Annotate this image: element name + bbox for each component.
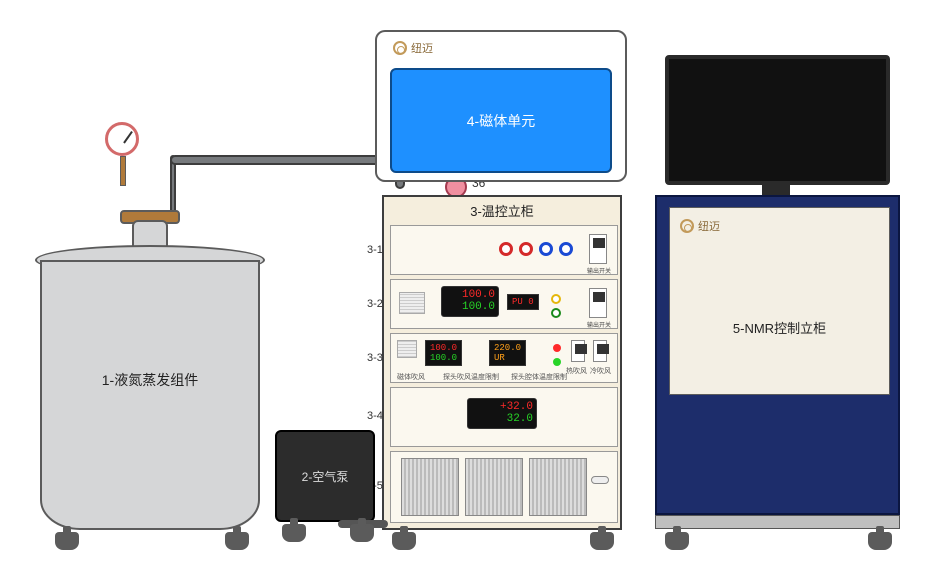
temperature-cabinet: 3-温控立柜 3-1 输出开关 3-2 100.0 100.0 PU 0 xyxy=(382,195,622,530)
cabinet-row-1: 3-1 输出开关 xyxy=(390,225,618,275)
jack-green-icon xyxy=(551,308,561,318)
toggle-switch xyxy=(589,288,607,318)
pid-display: 100.0 100.0 xyxy=(441,286,499,317)
brand-logo-magnet: 纽迈 xyxy=(393,40,433,56)
brand-text: 纽迈 xyxy=(411,40,433,56)
cabinet-title: 3-温控立柜 xyxy=(384,201,620,220)
cabinet-row-3: 3-3 100.0 100.0 220.0 UR 磁体吹风 探头吹风温度限制 探… xyxy=(390,333,618,383)
jack-red-icon xyxy=(499,242,513,256)
pid-display: +32.0 32.0 xyxy=(467,398,537,429)
magnet-label: 4-磁体单元 xyxy=(467,111,535,131)
cabinet-row-2: 3-2 100.0 100.0 PU 0 输出开关 xyxy=(390,279,618,329)
readout-bot: 100.0 xyxy=(445,302,495,314)
row-label: 3-4 xyxy=(367,410,383,422)
monitor-screen xyxy=(665,55,890,185)
dewar-assembly: 1-液氮蒸发组件 xyxy=(40,200,260,530)
vent-fans xyxy=(401,458,587,516)
nmr-label: 5-NMR控制立柜 xyxy=(733,318,826,337)
foot-icon xyxy=(55,532,79,550)
speaker-grille-icon xyxy=(399,292,425,314)
row-label: 3-2 xyxy=(367,298,383,310)
foot-icon xyxy=(590,532,614,550)
foot-icon xyxy=(665,532,689,550)
jack-yellow-icon xyxy=(551,294,561,304)
logo-icon xyxy=(680,219,694,233)
magnet-unit: 4-磁体单元 xyxy=(390,68,612,173)
toggle-switch xyxy=(593,340,607,362)
nmr-cabinet: 5-NMR控制立柜 xyxy=(655,195,900,515)
brand-logo-nmr: 纽迈 xyxy=(680,218,720,234)
dewar-label: 1-液氮蒸发组件 xyxy=(40,370,260,390)
diagram-stage: 36 1-液氮蒸发组件 纽迈 4-磁体单元 3-温控立柜 3-1 xyxy=(0,0,929,570)
mini-display: 100.0 100.0 xyxy=(425,340,462,366)
led-green-icon xyxy=(553,358,561,366)
tiny-label: 磁体吹风 xyxy=(397,372,425,382)
readout-top: 100.0 xyxy=(430,343,457,353)
toggle-switch xyxy=(571,340,585,362)
fan-vent-icon xyxy=(401,458,459,516)
readout-bot: 32.0 xyxy=(471,414,533,426)
pipe-segment xyxy=(170,155,400,165)
gauge-stem xyxy=(120,156,126,186)
toggle-switch xyxy=(589,234,607,264)
brand-text: 纽迈 xyxy=(698,218,720,234)
logo-icon xyxy=(393,41,407,55)
led-red-icon xyxy=(553,344,561,352)
row-label: 3-1 xyxy=(367,244,383,256)
foot-icon xyxy=(225,532,249,550)
dewar-body xyxy=(40,260,260,530)
foot-icon xyxy=(282,524,306,542)
speaker-grille-icon xyxy=(397,340,417,358)
readout-top: 220.0 xyxy=(494,343,521,353)
foot-icon xyxy=(392,532,416,550)
aux-display: PU 0 xyxy=(507,294,539,310)
fan-vent-icon xyxy=(465,458,523,516)
jack-blue-icon xyxy=(539,242,553,256)
readout-top: +32.0 xyxy=(471,402,533,414)
switch-label: 冷吹风 xyxy=(590,366,611,376)
tiny-label: 探头腔体温度限制 xyxy=(511,372,567,382)
air-pump: 2-空气泵 xyxy=(275,430,375,522)
jack-blue-icon xyxy=(559,242,573,256)
readout-top: 100.0 xyxy=(445,290,495,302)
row-label: 3-3 xyxy=(367,352,383,364)
nmr-base-plate xyxy=(655,515,900,529)
port-icon xyxy=(591,476,609,484)
tiny-label: 探头吹风温度限制 xyxy=(443,372,499,382)
switch-label: 输出开关 xyxy=(587,266,611,275)
jack-group xyxy=(499,242,573,256)
jack-group xyxy=(551,294,561,318)
fan-vent-icon xyxy=(529,458,587,516)
jack-red-icon xyxy=(519,242,533,256)
pump-label: 2-空气泵 xyxy=(302,468,349,485)
pressure-gauge-icon xyxy=(105,122,139,156)
mini-display: 220.0 UR xyxy=(489,340,526,366)
foot-icon xyxy=(868,532,892,550)
cabinet-row-5: 3-5 xyxy=(390,451,618,523)
switch-label: 热吹风 xyxy=(566,366,587,376)
readout-bot: UR xyxy=(494,353,505,363)
nmr-front-panel: 5-NMR控制立柜 xyxy=(669,207,890,395)
switch-label: 输出开关 xyxy=(587,320,611,329)
readout-bot: 100.0 xyxy=(430,353,457,363)
foot-icon xyxy=(350,524,374,542)
cabinet-row-4: 3-4 +32.0 32.0 xyxy=(390,387,618,447)
